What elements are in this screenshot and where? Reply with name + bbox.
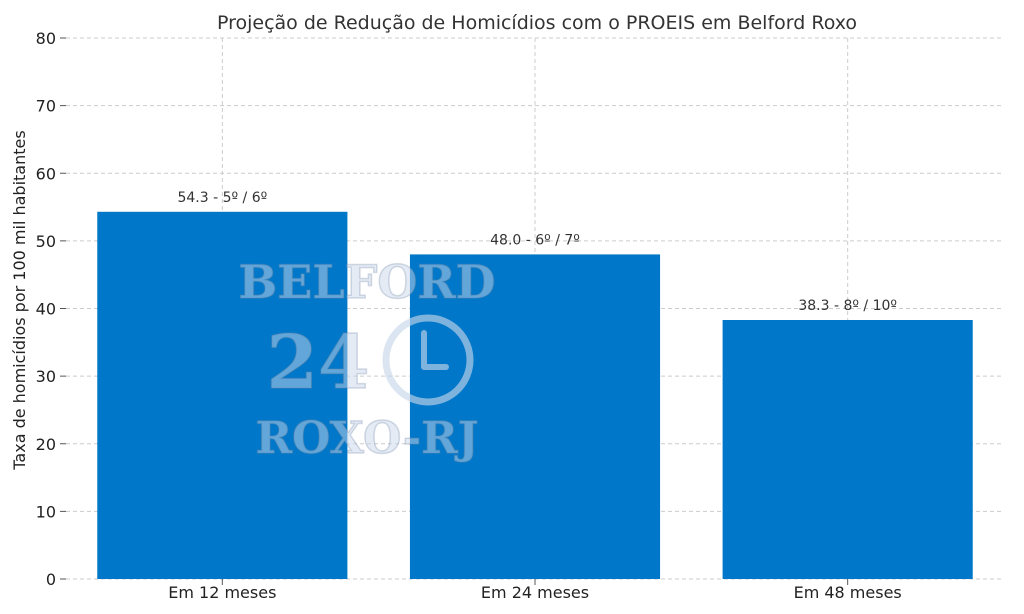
y-tick-label: 50 [36, 232, 56, 251]
bar [409, 254, 661, 579]
bar [97, 211, 348, 579]
x-tick-label: Em 48 meses [794, 583, 902, 602]
y-tick-label: 0 [46, 570, 56, 589]
bar [722, 319, 973, 579]
watermark-line2: 24 [267, 320, 370, 406]
clock-icon [382, 314, 474, 406]
x-tick-label: Em 12 meses [168, 583, 276, 602]
y-tick-label: 10 [36, 502, 56, 521]
y-tick-label: 70 [36, 97, 56, 116]
bar-data-label: 54.3 - 5º / 6º [177, 190, 267, 206]
label-layer: 54.3 - 5º / 6º 48.0 - 6º / 7º 38.3 - 8º / … [177, 190, 897, 314]
watermark-logo: BELFORD 24 ROXO-RJ [238, 254, 497, 465]
axis-layer: 0 10 20 30 40 50 60 70 80 Em 12 meses Em 24 meses E… [36, 29, 902, 602]
y-tick-label: 60 [36, 164, 56, 183]
y-tick-label: 20 [36, 435, 56, 454]
bar-data-label: 48.0 - 6º / 7º [490, 232, 580, 248]
bar-data-label: 38.3 - 8º / 10º [798, 298, 897, 314]
chart-title: Projeção de Redução de Homicídios com o … [217, 12, 857, 34]
bar-layer [97, 211, 973, 579]
x-tick-label: Em 24 meses [481, 583, 589, 602]
y-axis-label: Taxa de homicídios por 100 mil habitante… [10, 130, 29, 470]
y-tick-label: 40 [36, 300, 56, 319]
y-tick-label: 80 [36, 29, 56, 48]
watermark-line1: BELFORD [238, 255, 495, 309]
watermark-line3: ROXO-RJ [255, 413, 478, 464]
y-tick-label: 30 [36, 367, 56, 386]
